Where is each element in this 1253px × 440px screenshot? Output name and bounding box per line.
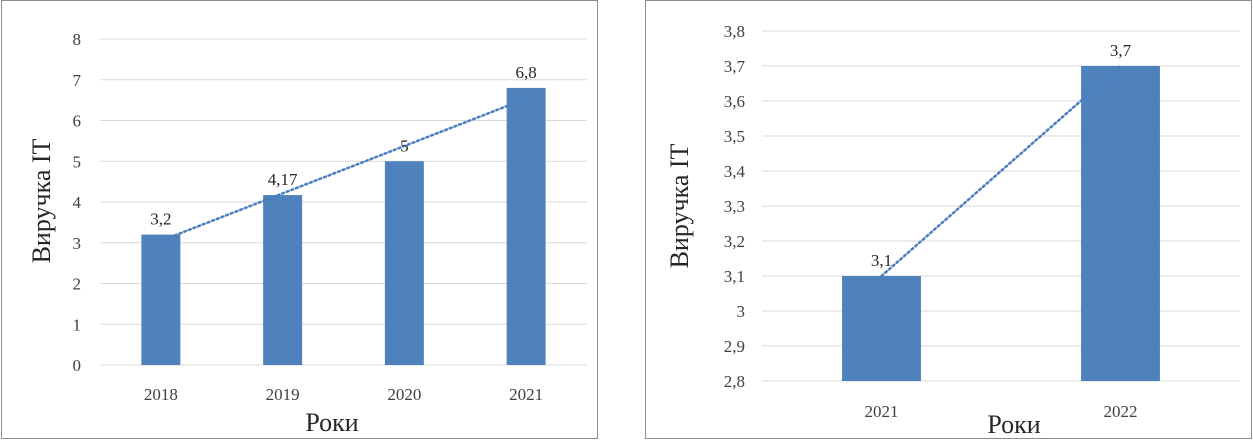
y-tick-label: 3 (73, 234, 82, 253)
bar (141, 234, 181, 365)
y-tick-label: 8 (73, 30, 82, 49)
chart-left-svg: 0 1 2 3 4 5 6 7 8 3,2 4,17 5 6,8 2018 2019 2020 2021 Роки… (27, 30, 587, 437)
bar (842, 276, 921, 381)
x-tick-label: 2020 (387, 385, 421, 404)
data-label: 3,2 (150, 210, 171, 229)
data-label: 3,1 (871, 251, 892, 270)
y-tick-label: 5 (73, 152, 82, 171)
bar (506, 87, 546, 366)
chart-right: 2,8 2,9 3 3,1 3,2 3,3 3,4 3,5 3,6 3,7 3,8 3,1 3,7 202… (645, 0, 1252, 439)
x-axis-title: Роки (305, 408, 358, 437)
y-tick-label: 3,4 (724, 162, 746, 181)
y-tick-label: 3,2 (724, 232, 745, 251)
y-tick-label: 2,8 (724, 372, 745, 391)
trendline (159, 97, 528, 243)
bar (263, 195, 303, 365)
chart-left: 0 1 2 3 4 5 6 7 8 3,2 4,17 5 6,8 2018 2019 2020 2021 Роки… (1, 0, 598, 439)
y-tick-label: 3,1 (724, 267, 745, 286)
y-tick-label: 3,7 (724, 57, 746, 76)
y-tick-label: 2 (73, 275, 82, 294)
y-tick-label: 0 (73, 356, 82, 375)
y-tick-label: 3,8 (724, 22, 745, 41)
chart-right-svg: 2,8 2,9 3 3,1 3,2 3,3 3,4 3,5 3,6 3,7 3,8 3,1 3,7 202… (665, 22, 1240, 439)
data-label: 5 (400, 136, 409, 155)
y-tick-label: 3,5 (724, 127, 745, 146)
y-axis-title: Виручка ІТ (27, 138, 56, 263)
y-tick-label: 4 (73, 193, 82, 212)
data-label: 4,17 (268, 170, 298, 189)
x-tick-label: 2022 (1104, 402, 1138, 421)
y-axis-title: Виручка ІТ (665, 143, 694, 268)
bar (1081, 66, 1160, 381)
x-axis-title: Роки (987, 410, 1040, 439)
y-tick-label: 6 (73, 112, 82, 131)
y-tick-label: 1 (73, 315, 82, 334)
data-label: 3,7 (1110, 41, 1132, 60)
y-tick-label: 2,9 (724, 337, 745, 356)
y-tick-label: 3,6 (724, 92, 745, 111)
y-tick-label: 3,3 (724, 197, 745, 216)
trendline (880, 64, 1122, 278)
x-tick-label: 2021 (509, 385, 543, 404)
x-tick-label: 2021 (865, 402, 899, 421)
y-tick-label: 7 (73, 71, 82, 90)
bar (384, 161, 424, 365)
y-tick-label: 3 (737, 302, 746, 321)
data-label: 6,8 (516, 63, 537, 82)
x-tick-label: 2019 (266, 385, 300, 404)
x-tick-label: 2018 (144, 385, 178, 404)
